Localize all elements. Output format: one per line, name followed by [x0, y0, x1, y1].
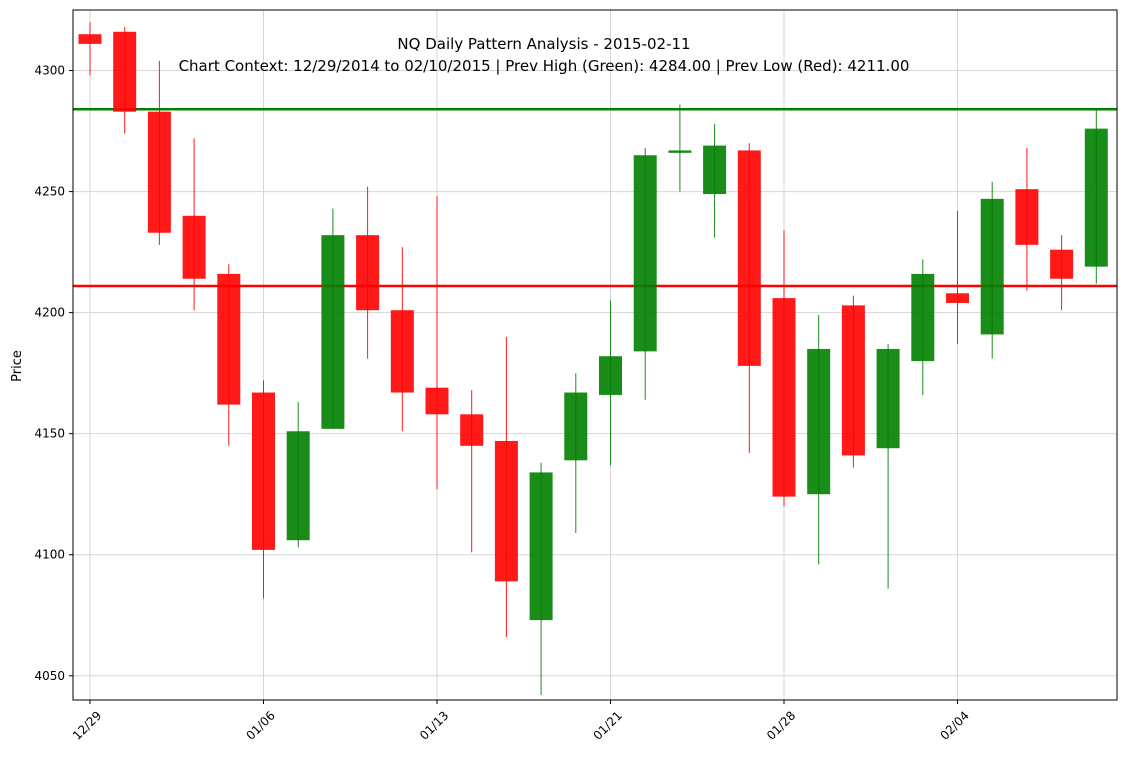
candle-body: [217, 273, 241, 405]
candle-body: [911, 273, 935, 362]
y-tick-label: 4250: [34, 185, 65, 199]
candles: [78, 22, 1108, 696]
candle-body: [946, 293, 969, 303]
candle-body: [529, 472, 553, 621]
candle-body: [113, 31, 137, 112]
chart-subtitle: Chart Context: 12/29/2014 to 02/10/2015 …: [179, 57, 910, 75]
reference-lines: [73, 108, 1117, 288]
candle-body: [772, 298, 796, 497]
candle-body: [390, 310, 414, 393]
y-tick-label: 4300: [34, 64, 65, 78]
y-axis: 4050 4100 4150 4200 4250 4300: [34, 64, 73, 683]
candle-body: [1050, 249, 1074, 279]
candle-body: [321, 235, 345, 429]
candle-body: [460, 414, 484, 446]
candle-body: [1084, 128, 1108, 267]
candle-body: [78, 34, 102, 44]
candle-body: [599, 356, 622, 395]
candle-body: [564, 392, 588, 461]
y-tick-label: 4150: [34, 427, 65, 441]
candle-body: [737, 150, 761, 366]
candle-body: [980, 198, 1004, 335]
x-tick-label: 01/06: [243, 708, 277, 742]
candle-body: [668, 150, 692, 153]
chart-title: NQ Daily Pattern Analysis - 2015-02-11: [397, 35, 690, 53]
candle-body: [356, 235, 380, 311]
candle-body: [633, 155, 657, 352]
y-axis-label: Price: [10, 350, 25, 382]
candle-body: [252, 392, 275, 550]
x-axis: 12/29 01/06 01/13 01/21 01/28 02/04: [70, 700, 972, 743]
candle-body: [703, 145, 727, 194]
candle-body: [147, 111, 171, 233]
x-tick-label: 01/21: [590, 708, 624, 742]
plot-frame: [72, 9, 1118, 701]
candle-body: [1015, 189, 1039, 245]
grid-lines: [73, 10, 1117, 700]
candle-body: [841, 305, 865, 456]
candle-body: [425, 387, 449, 415]
candle-body: [876, 348, 900, 449]
candle-body: [286, 431, 310, 541]
x-tick-label: 01/13: [417, 708, 451, 742]
y-tick-label: 4050: [34, 669, 65, 683]
y-tick-label: 4100: [34, 548, 65, 562]
candle-body: [807, 348, 831, 495]
x-tick-label: 12/29: [70, 708, 104, 742]
x-tick-label: 01/28: [764, 708, 798, 742]
candle-body: [182, 215, 206, 279]
x-tick-label: 02/04: [937, 708, 971, 742]
candle-body: [494, 440, 518, 582]
y-tick-label: 4200: [34, 306, 65, 320]
